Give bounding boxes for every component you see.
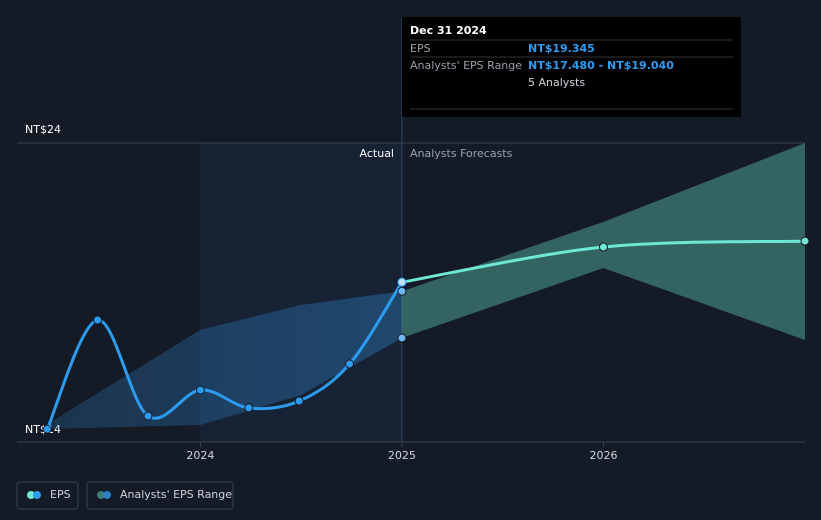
legend-item[interactable] bbox=[86, 481, 234, 510]
range-area-past bbox=[39, 291, 402, 430]
actual-label: Actual bbox=[360, 147, 394, 160]
x-tick-label: 2025 bbox=[388, 449, 416, 462]
tooltip-box bbox=[402, 17, 741, 117]
range-point bbox=[397, 333, 407, 343]
range-area-forecast bbox=[402, 143, 805, 341]
eps-point bbox=[195, 385, 205, 395]
eps-point bbox=[345, 359, 355, 369]
legend: EPS Analysts' EPS Range bbox=[16, 481, 234, 510]
tooltip-eps-value: NT$19.345 bbox=[528, 42, 595, 55]
forecast-label: Analysts Forecasts bbox=[410, 147, 513, 160]
legend-item[interactable] bbox=[16, 481, 79, 510]
eps-point bbox=[244, 403, 254, 413]
tooltip-range-label: Analysts' EPS Range bbox=[410, 59, 522, 72]
legend-swatch bbox=[97, 491, 105, 499]
tooltip-eps-label: EPS bbox=[410, 42, 431, 55]
eps-point bbox=[800, 236, 810, 246]
eps-point bbox=[93, 315, 103, 325]
legend-label: EPS bbox=[50, 488, 71, 501]
eps-point bbox=[294, 396, 304, 406]
x-tick-label: 2026 bbox=[589, 449, 617, 462]
tooltip-date: Dec 31 2024 bbox=[410, 24, 487, 37]
range-point bbox=[397, 286, 407, 296]
legend-label: Analysts' EPS Range bbox=[120, 488, 232, 501]
tooltip: Dec 31 2024 EPS NT$19.345 Analysts' EPS … bbox=[402, 17, 741, 117]
tooltip-range-value: NT$17.480 - NT$19.040 bbox=[528, 59, 674, 72]
eps-point bbox=[598, 242, 608, 252]
tooltip-analysts: 5 Analysts bbox=[528, 76, 585, 89]
y-tick-label: NT$24 bbox=[25, 123, 61, 136]
eps-point bbox=[42, 424, 52, 434]
legend-swatch bbox=[103, 491, 111, 499]
x-tick-label: 2024 bbox=[186, 449, 214, 462]
eps-point bbox=[143, 411, 153, 421]
eps-point bbox=[397, 277, 407, 287]
legend-swatch bbox=[33, 491, 41, 499]
legend-swatch bbox=[27, 491, 35, 499]
